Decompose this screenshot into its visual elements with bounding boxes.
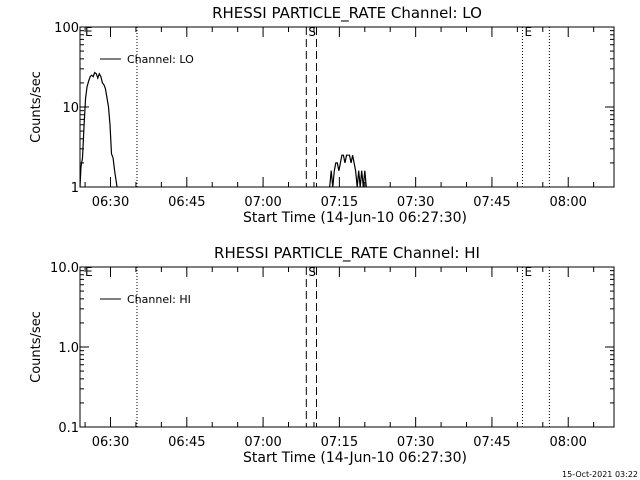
x-tick-label: 07:15: [321, 435, 358, 450]
event-marker-label: E: [85, 265, 93, 279]
x-tick-label: 07:45: [473, 195, 510, 210]
x-tick-label: 06:30: [92, 435, 129, 450]
event-marker-label: S: [308, 25, 316, 39]
series-line: [329, 154, 367, 187]
legend-label: Channel: HI: [127, 293, 191, 306]
event-marker-label: E: [85, 25, 93, 39]
event-marker-label: E: [524, 265, 532, 279]
x-tick-label: 08:00: [549, 195, 586, 210]
x-tick-label: 07:30: [397, 195, 434, 210]
x-tick-label: 07:15: [321, 195, 358, 210]
x-axis-label: Start Time (14-Jun-10 06:27:30): [243, 450, 467, 466]
event-marker-label: S: [308, 265, 316, 279]
chart-title: RHESSI PARTICLE_RATE Channel: HI: [214, 244, 480, 263]
chart-title: RHESSI PARTICLE_RATE Channel: LO: [212, 4, 482, 23]
x-tick-label: 07:00: [244, 195, 281, 210]
y-axis-label: Counts/sec: [29, 311, 44, 383]
chart-panel-1: RHESSI PARTICLE_RATE Channel: LO 1 10 100 06…: [29, 4, 615, 226]
legend-label: Channel: LO: [127, 53, 194, 66]
x-tick-label: 06:45: [168, 195, 205, 210]
y-tick-label: 0.1: [58, 421, 79, 436]
x-tick-label: 07:00: [244, 435, 281, 450]
event-marker-label: E: [524, 25, 532, 39]
y-tick-label: 1.0: [58, 341, 79, 356]
y-tick-label: 10.0: [50, 261, 79, 276]
y-tick-label: 1: [71, 181, 79, 196]
chart-panel-2: RHESSI PARTICLE_RATE Channel: HI 0.1 1.0 10…: [29, 244, 615, 466]
y-tick-label: 10: [62, 101, 79, 116]
x-tick-label: 06:30: [92, 195, 129, 210]
x-tick-label: 07:30: [397, 435, 434, 450]
y-axis-label: Counts/sec: [29, 71, 44, 143]
y-tick-label: 100: [54, 21, 79, 36]
series-line: [80, 71, 118, 187]
timestamp-label: 15-Oct-2021 03:22: [562, 470, 638, 479]
x-axis-label: Start Time (14-Jun-10 06:27:30): [243, 210, 467, 226]
x-tick-label: 07:45: [473, 435, 510, 450]
x-tick-label: 06:45: [168, 435, 205, 450]
x-tick-label: 08:00: [549, 435, 586, 450]
